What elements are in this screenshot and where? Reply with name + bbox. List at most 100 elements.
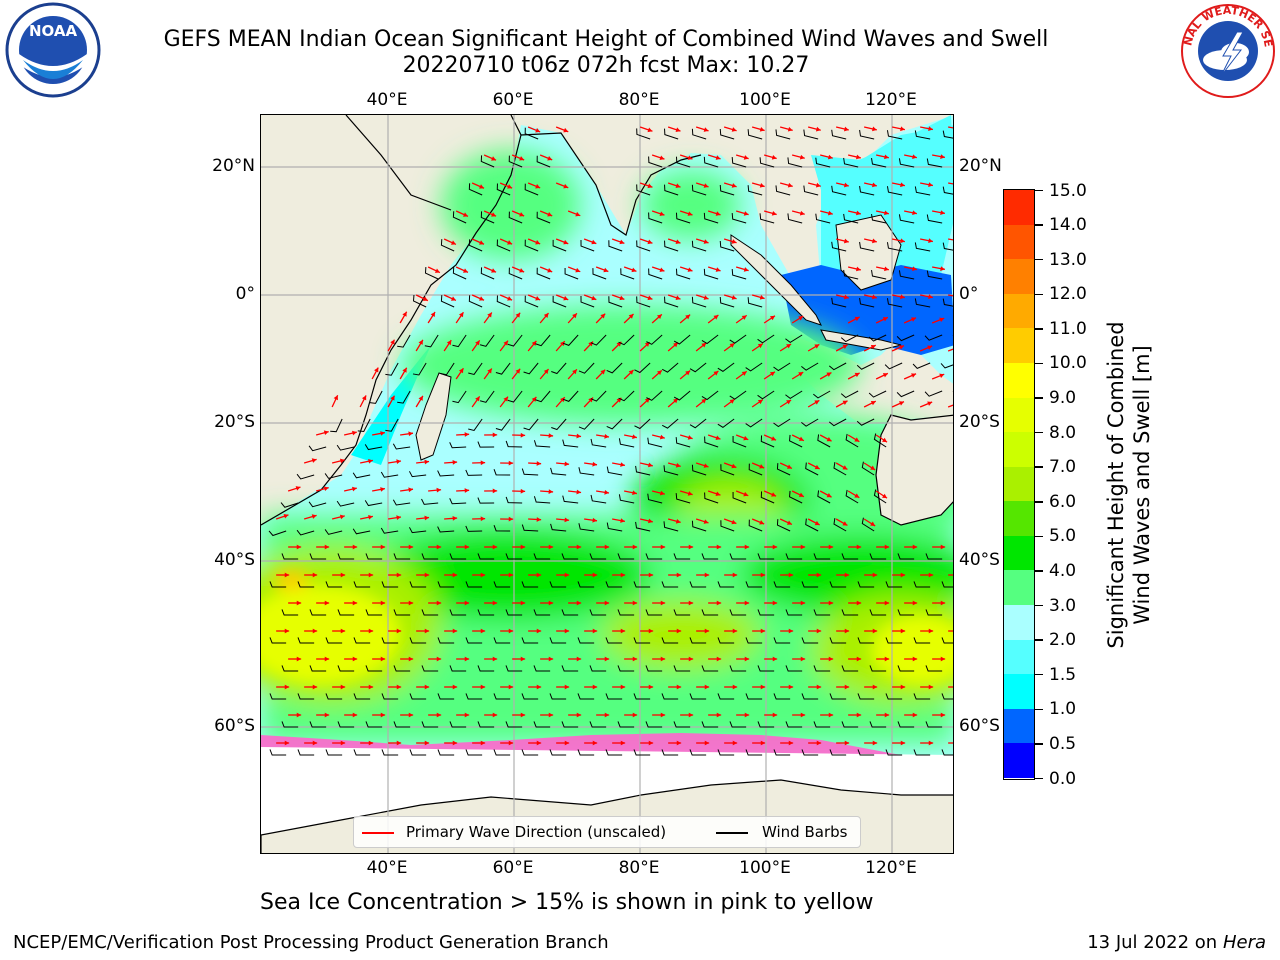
wind-barb: [495, 418, 511, 431]
colorbar-tick-label: 1.0: [1049, 699, 1077, 720]
wind-barb: [817, 434, 831, 448]
wind-barb: [533, 609, 551, 616]
wind-barb: [942, 298, 953, 307]
wind-barb: [646, 390, 663, 401]
wind-barb: [759, 213, 775, 224]
wave-arrow-head: [715, 155, 721, 160]
wave-arrow-head: [786, 343, 792, 349]
wave-arrow-head: [352, 486, 357, 492]
chart-subtitle: 20220710 t06z 072h fcst Max: 10.27: [402, 53, 810, 78]
wave-arrow-head: [324, 656, 330, 662]
wind-barb: [365, 609, 383, 616]
wave-arrow-head: [786, 399, 792, 405]
wind-barb: [873, 489, 887, 504]
colorbar-tick: [1035, 189, 1043, 192]
wind-barb: [873, 433, 887, 448]
nws-logo-icon: NATIONAL WEATHER SERVICE: [1179, 2, 1275, 98]
wind-barb: [324, 473, 343, 479]
wind-barb: [381, 693, 399, 700]
wave-arrow-head: [704, 684, 710, 690]
wave-arrow-head: [731, 463, 737, 469]
wave-arrow-head: [940, 154, 945, 159]
wind-barb: [859, 297, 875, 308]
wave-arrow-head: [843, 294, 849, 300]
wave-arrow-head: [842, 521, 848, 526]
wave-arrow-head: [436, 487, 442, 493]
wind-barb: [505, 553, 523, 560]
wind-barb: [397, 390, 411, 404]
wave-arrow-head: [741, 315, 747, 320]
wind-barb: [562, 495, 579, 504]
wave-arrow-head: [520, 432, 526, 438]
wind-barb: [606, 362, 623, 374]
wave-arrow-head: [408, 487, 414, 493]
wave-arrow-head: [296, 600, 302, 606]
wave-arrow: [948, 238, 953, 241]
wind-barb: [828, 418, 847, 427]
wave-arrow-head: [648, 740, 654, 746]
lon-label-bottom-120e: 120°E: [865, 858, 917, 878]
wind-barb: [815, 157, 831, 168]
wind-barb: [952, 335, 953, 336]
wind-barb: [760, 435, 775, 448]
wind-barb: [281, 553, 299, 560]
wave-arrow-head: [788, 740, 794, 746]
madagascar: [415, 372, 452, 461]
wave-arrow-head: [814, 464, 820, 470]
wind-barb: [776, 519, 791, 532]
wave-arrow-head: [475, 396, 480, 402]
wave-arrow-head: [436, 544, 442, 550]
wind-barb: [381, 581, 399, 588]
wave-arrow-head: [816, 684, 822, 690]
wind-barb: [365, 721, 383, 728]
wind-barb: [551, 418, 567, 431]
wind-barb: [805, 462, 819, 476]
wind-barb: [561, 609, 579, 616]
wind-barb: [409, 581, 427, 588]
wave-arrow-head: [492, 600, 498, 606]
wave-arrow-head: [479, 184, 485, 189]
wind-barb: [577, 749, 595, 756]
wave-arrow-head: [676, 684, 682, 690]
wind-barb: [747, 129, 763, 140]
wave-arrow-head: [701, 398, 707, 404]
wave-arrow-head: [628, 369, 634, 375]
wave-arrow-head: [676, 628, 682, 634]
wind-barb: [703, 212, 719, 224]
wind-barb: [580, 296, 595, 308]
wave-arrow-head: [520, 488, 526, 494]
wave-arrow-head: [882, 493, 888, 499]
wave-arrow-head: [519, 268, 525, 273]
colorbar-tick: [1035, 777, 1043, 780]
wave-arrow-head: [659, 211, 665, 217]
wave-arrow-head: [660, 656, 666, 662]
wind-barb: [281, 609, 299, 616]
wind-barb: [801, 362, 819, 371]
wave-arrow-head: [928, 238, 933, 243]
wave-arrow-head: [547, 155, 553, 161]
wave-arrow: [948, 182, 953, 185]
wave-arrow-head: [731, 239, 737, 244]
wave-arrow: [948, 126, 953, 129]
wave-arrow-head: [703, 295, 709, 300]
colorbar-tick: [1035, 224, 1043, 226]
wave-arrow-head: [491, 212, 497, 217]
wave-arrow-head: [508, 572, 514, 578]
wind-barb: [757, 665, 775, 672]
wind-barb: [647, 437, 663, 448]
wave-arrow-head: [687, 267, 693, 272]
wind-barb: [392, 499, 411, 506]
wave-arrow-head: [564, 572, 570, 578]
wind-barb: [617, 665, 635, 672]
wind-barb: [617, 553, 635, 560]
wave-arrow-head: [814, 344, 820, 349]
chart-title: GEFS MEAN Indian Ocean Significant Heigh…: [163, 27, 1049, 52]
wave-arrow-head: [787, 182, 793, 188]
wind-barb: [550, 467, 567, 476]
wave-arrow-head: [842, 400, 848, 405]
wind-barb: [437, 470, 455, 477]
wind-barb: [536, 267, 551, 280]
wave-arrow-head: [323, 430, 329, 436]
wind-barb: [897, 553, 915, 560]
wave-arrow-head: [284, 628, 290, 634]
